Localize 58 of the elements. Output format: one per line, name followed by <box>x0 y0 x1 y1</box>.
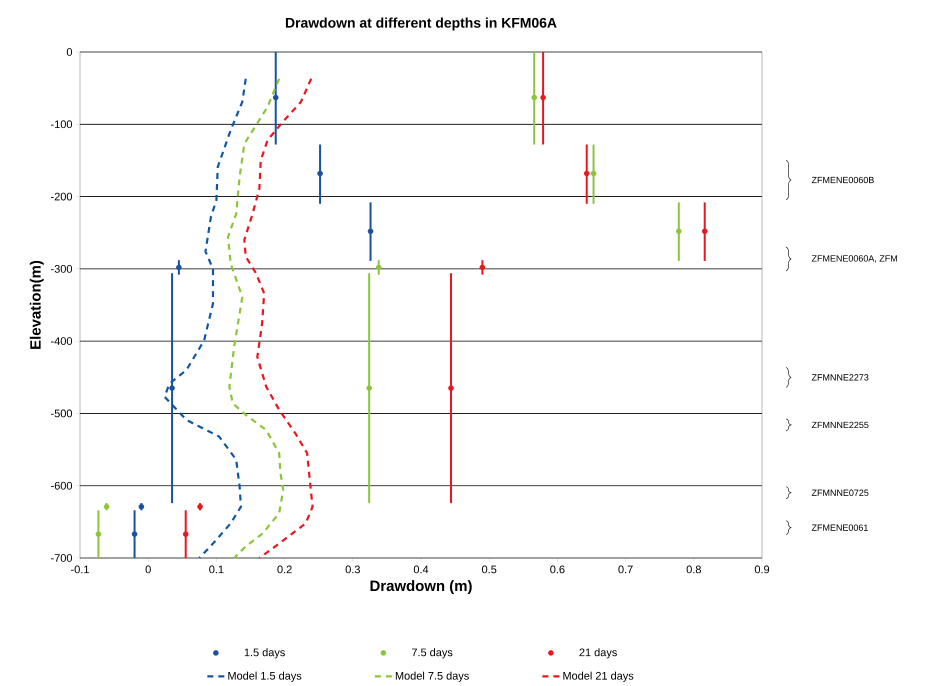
point <box>366 385 372 391</box>
y-tick-label: -700 <box>51 554 72 562</box>
text: ZFMENE0060B <box>812 176 874 184</box>
x-tick-label: 0.2 <box>277 566 292 574</box>
point <box>590 170 596 176</box>
line-series <box>243 78 314 560</box>
point <box>197 504 203 510</box>
x-tick-label: 0.4 <box>414 566 428 574</box>
text: ZFMENE0061 <box>812 524 868 531</box>
text: ZFMNNE2273 <box>812 374 868 381</box>
y-tick-label: -200 <box>51 192 72 200</box>
legend-label: Model 1.5 days <box>228 672 302 682</box>
point <box>676 228 682 234</box>
point <box>132 531 138 537</box>
text: ZFMNNE2255 <box>812 422 868 428</box>
point <box>169 385 175 391</box>
point <box>531 94 538 100</box>
y-tick-label: -100 <box>51 120 72 128</box>
legend-label: Model 7.5 days <box>396 672 469 682</box>
y-tick-label: -600 <box>51 482 72 490</box>
y-tick-label: -400 <box>51 337 72 346</box>
x-tick-label: 0 <box>146 566 151 574</box>
point <box>272 94 279 100</box>
legend-label: 1.5 days <box>244 648 285 658</box>
y-tick-label: 0 <box>66 48 72 56</box>
legend-label: 7.5 days <box>412 648 452 658</box>
x-tick-label: 0.9 <box>754 566 770 574</box>
point <box>96 531 102 537</box>
legend-label: 21 days <box>579 648 617 658</box>
x-tick-label: 0.5 <box>482 566 496 574</box>
point <box>368 228 374 234</box>
x-tick-label: 0.6 <box>550 566 565 574</box>
chart-title: Drawdown at different depths in KFM06A <box>286 17 557 30</box>
x-tick-label: 0.3 <box>346 566 360 574</box>
line-series <box>226 78 284 560</box>
line-series <box>163 78 247 560</box>
point <box>448 385 454 391</box>
point <box>138 504 144 510</box>
point <box>702 228 708 234</box>
x-tick-label: 0.1 <box>209 566 224 574</box>
point <box>317 170 323 176</box>
point <box>376 264 382 270</box>
text: ZFMNNE0725 <box>812 490 868 496</box>
legend-label: Model 21 days <box>563 672 634 682</box>
x-axis-title: Drawdown (m) <box>370 580 472 594</box>
y-axis-title: Elevation(m) <box>30 260 44 349</box>
x-tick-label: 0.7 <box>618 566 633 574</box>
x-tick-label: -0.1 <box>71 566 89 574</box>
point <box>104 504 110 510</box>
y-tick-label: -300 <box>51 264 72 273</box>
y-tick-label: -500 <box>51 410 72 418</box>
point <box>176 264 182 270</box>
x-tick-label: 0.8 <box>686 566 701 574</box>
point <box>182 531 189 537</box>
text: ZFMENE0060A, ZFM <box>812 255 897 263</box>
point <box>584 170 590 176</box>
point <box>480 264 486 270</box>
point <box>540 94 546 100</box>
